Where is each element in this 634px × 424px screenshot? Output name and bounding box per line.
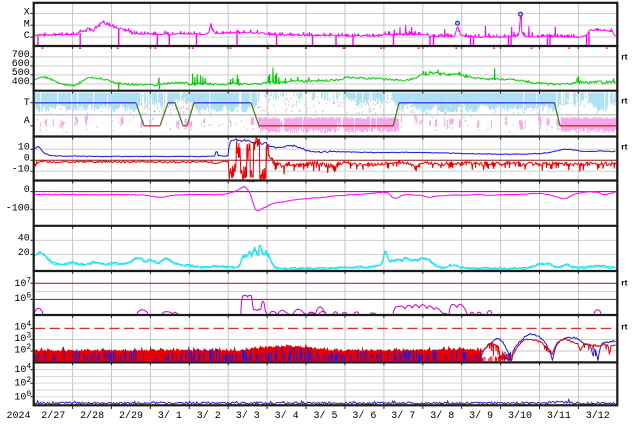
svg-text:3/ 2: 3/ 2 — [197, 410, 221, 422]
svg-text:20: 20 — [18, 248, 30, 259]
svg-text:10: 10 — [14, 345, 26, 356]
svg-text:10: 10 — [18, 143, 30, 154]
svg-text:3/ 6: 3/ 6 — [352, 410, 376, 422]
svg-text:2/27: 2/27 — [41, 410, 65, 422]
svg-text:3/ 9: 3/ 9 — [469, 410, 493, 422]
svg-text:rt: rt — [621, 321, 627, 331]
svg-text:0: 0 — [24, 185, 30, 196]
svg-text:rt: rt — [621, 141, 627, 151]
svg-text:6: 6 — [26, 292, 31, 301]
svg-text:10: 10 — [14, 392, 26, 403]
svg-text:-100: -100 — [6, 203, 30, 214]
svg-text:0: 0 — [26, 390, 31, 399]
svg-text:2: 2 — [26, 343, 31, 352]
svg-text:2: 2 — [26, 376, 31, 385]
svg-text:3/10: 3/10 — [508, 410, 532, 422]
svg-text:400: 400 — [12, 77, 30, 88]
svg-text:3/ 1: 3/ 1 — [158, 410, 182, 422]
svg-text:rt: rt — [621, 278, 627, 288]
svg-text:500: 500 — [12, 68, 30, 79]
svg-text:4: 4 — [26, 362, 31, 371]
svg-text:4: 4 — [26, 320, 31, 329]
svg-text:10: 10 — [14, 334, 26, 345]
svg-text:3/11: 3/11 — [547, 410, 571, 422]
svg-text:A: A — [24, 116, 30, 127]
svg-text:10: 10 — [14, 294, 26, 305]
svg-text:0: 0 — [24, 153, 30, 164]
svg-text:10: 10 — [14, 322, 26, 333]
svg-text:3/12: 3/12 — [586, 410, 610, 422]
svg-text:X: X — [24, 8, 30, 19]
svg-text:3/ 3: 3/ 3 — [236, 410, 260, 422]
svg-text:10: 10 — [14, 378, 26, 389]
svg-text:C: C — [24, 31, 30, 42]
svg-text:3/ 7: 3/ 7 — [391, 410, 415, 422]
svg-text:2024: 2024 — [6, 411, 30, 422]
svg-text:600: 600 — [12, 59, 30, 70]
svg-text:3/ 4: 3/ 4 — [275, 410, 299, 422]
svg-text:10: 10 — [14, 279, 26, 290]
svg-text:T: T — [24, 98, 30, 109]
svg-text:3: 3 — [26, 331, 31, 340]
svg-text:3/ 8: 3/ 8 — [430, 410, 454, 422]
svg-text:40: 40 — [18, 234, 30, 245]
svg-text:-10: -10 — [12, 165, 30, 176]
svg-text:700: 700 — [12, 50, 30, 61]
svg-text:3/ 5: 3/ 5 — [313, 410, 337, 422]
svg-text:M: M — [24, 19, 30, 30]
svg-text:2/29: 2/29 — [119, 410, 143, 422]
svg-text:10: 10 — [14, 365, 26, 376]
svg-text:rt: rt — [621, 51, 627, 61]
svg-text:7: 7 — [26, 276, 31, 285]
svg-text:2/28: 2/28 — [80, 410, 104, 422]
svg-text:rt: rt — [621, 95, 627, 105]
